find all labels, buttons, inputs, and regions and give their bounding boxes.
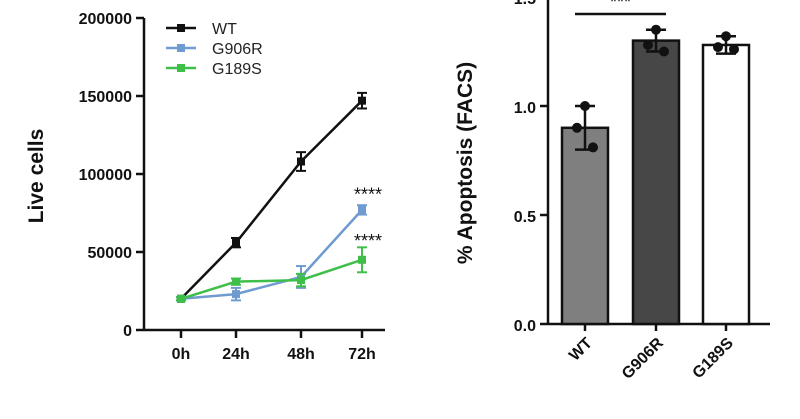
data-point-wt [358,96,366,105]
bar-g906r [631,39,681,326]
replicate-point [580,101,590,111]
line-annotations: **** **** [354,184,382,251]
line-x-tick-label: 48h [287,346,315,363]
line-y-tick-label: 0 [123,323,132,340]
series-g189s [176,246,367,303]
data-point-g189s [177,294,185,303]
legend-label: G906R [212,41,263,58]
data-point-wt [232,238,240,247]
data-point-g906r [358,205,366,214]
line-y-tick-label: 50000 [88,245,133,262]
line-y-axis-title: Live cells [25,129,48,224]
data-point-g189s [297,276,305,285]
series-line-g189s [180,258,363,300]
legend-marker [177,64,185,72]
line-y-tick-label: 100000 [79,167,132,184]
line-series-group [176,91,367,303]
bar-y-ticks: 0.0 0.5 1.0 1.5 [514,0,548,335]
significance-stars: **** [354,231,382,251]
line-x-tick-label: 24h [222,346,250,363]
data-point-g906r [232,290,240,299]
bar-wt [560,126,610,326]
bar-y-tick-label: 1.5 [514,0,536,8]
bar-x-tick-label: WT [566,335,596,365]
line-x-tick-label: 0h [172,346,191,363]
replicate-point [729,44,739,55]
replicate-point [651,24,661,35]
legend-marker [177,44,185,52]
bar-x-ticks: WT G906R G189S [566,324,737,383]
replicate-point [721,31,731,42]
line-x-ticks: 0h 24h 48h 72h [172,330,376,363]
significance-label: *** [610,0,631,12]
replicate-point [588,142,598,153]
bar-g189s [701,43,751,326]
bar-y-tick-label: 1.0 [514,100,536,117]
line-y-tick-label: 200000 [79,11,132,28]
series-line-wt [180,99,363,300]
line-y-ticks: 0 50000 100000 150000 200000 [79,11,144,340]
replicate-point [659,46,669,57]
data-point-wt [297,157,305,166]
bar-y-axis-title: % Apoptosis (FACS) [454,62,477,264]
replicate-point [713,42,723,53]
bar-x-tick-label: G906R [619,334,667,382]
legend-label: WT [212,21,237,38]
line-x-tick-label: 72h [348,346,376,363]
significance-stars: **** [354,184,382,204]
data-point-g189s [232,277,240,286]
bar-y-tick-label: 0.5 [514,209,536,226]
legend-label: G189S [212,61,262,78]
legend-marker [177,24,185,32]
series-line-g906r [180,209,363,301]
bar-x-tick-label: G189S [690,335,737,382]
replicate-point [643,39,653,50]
replicate-point [572,122,582,133]
series-wt [176,91,367,303]
bar-y-tick-label: 0.0 [514,318,536,335]
data-point-g189s [358,255,366,264]
apoptosis-bar-chart: % Apoptosis (FACS) 0.0 0.5 1.0 1.5 WT G906R G… [454,0,770,383]
line-y-tick-label: 150000 [79,89,132,106]
live-cells-line-chart: Live cells 0 50000 100000 150000 200000 0h 24… [25,11,385,363]
significance-bracket: *** [575,0,666,16]
series-g906r [176,204,367,303]
line-legend: WT G906R G189S [166,21,263,78]
bar-bars [560,24,751,326]
